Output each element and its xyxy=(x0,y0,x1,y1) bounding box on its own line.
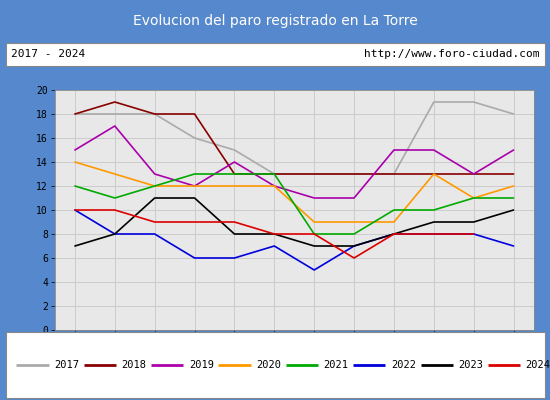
Text: 2020: 2020 xyxy=(256,360,281,370)
Text: 2017 - 2024: 2017 - 2024 xyxy=(11,49,85,59)
Text: 2022: 2022 xyxy=(391,360,416,370)
Text: 2023: 2023 xyxy=(458,360,483,370)
Text: Evolucion del paro registrado en La Torre: Evolucion del paro registrado en La Torr… xyxy=(133,14,417,28)
Text: 2021: 2021 xyxy=(323,360,349,370)
Text: http://www.foro-ciudad.com: http://www.foro-ciudad.com xyxy=(364,49,539,59)
Text: 2018: 2018 xyxy=(122,360,146,370)
Text: 2024: 2024 xyxy=(526,360,550,370)
Text: 2017: 2017 xyxy=(54,360,79,370)
Text: 2019: 2019 xyxy=(189,360,214,370)
